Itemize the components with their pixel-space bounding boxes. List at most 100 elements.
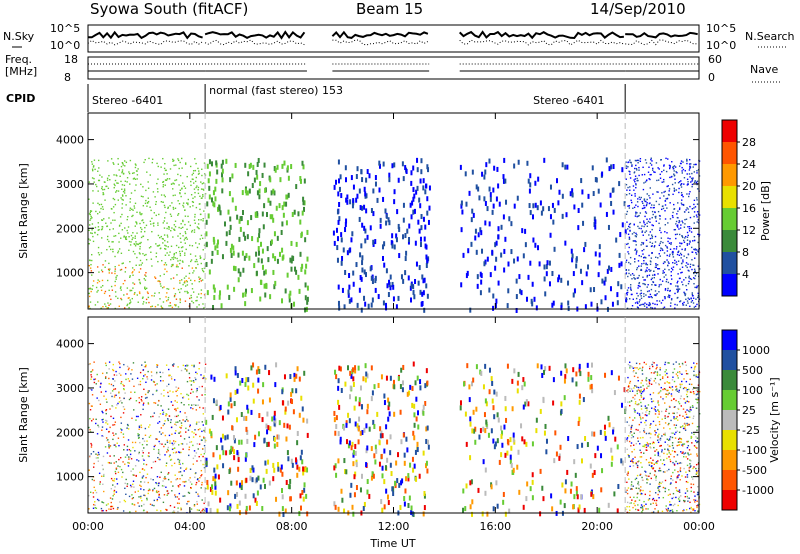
velocity-point	[304, 467, 307, 473]
power-point	[673, 208, 676, 210]
velocity-point	[195, 452, 198, 454]
velocity-point	[666, 453, 668, 455]
power-point	[109, 178, 111, 181]
velocity-point	[102, 418, 104, 421]
power-point	[648, 274, 651, 276]
power-point	[623, 201, 626, 207]
power-point	[687, 297, 689, 299]
power-point	[185, 280, 188, 282]
velocity-point	[628, 456, 630, 458]
power-point	[673, 203, 675, 206]
velocity-point	[337, 399, 340, 405]
power-point	[669, 166, 671, 168]
power-point	[274, 167, 277, 173]
velocity-point	[148, 390, 150, 392]
velocity-point	[236, 503, 239, 509]
velocity-point	[353, 492, 356, 498]
power-point	[252, 164, 255, 170]
velocity-point	[692, 509, 694, 511]
velocity-point	[612, 426, 615, 432]
power-point	[336, 209, 339, 215]
velocity-point	[119, 362, 121, 365]
power-point	[648, 304, 651, 307]
power-point	[364, 228, 367, 234]
power-point	[628, 170, 630, 172]
power-point	[675, 220, 678, 223]
velocity-point	[350, 445, 353, 451]
velocity-point	[695, 436, 697, 438]
velocity-point	[652, 420, 655, 423]
velocity-point	[120, 428, 122, 430]
velocity-point	[135, 415, 138, 418]
velocity-point	[670, 475, 673, 477]
freq-tick-low: 8	[64, 71, 71, 84]
power-point	[678, 219, 680, 222]
power-point	[680, 162, 682, 165]
power-point	[677, 273, 679, 275]
velocity-point	[185, 431, 187, 433]
power-point	[172, 208, 175, 210]
power-point	[238, 218, 241, 224]
power-point	[211, 161, 214, 167]
power-point	[195, 206, 198, 209]
velocity-point	[679, 386, 682, 389]
power-point	[423, 236, 426, 242]
power-point	[392, 284, 395, 290]
velocity-point	[335, 374, 338, 380]
velocity-point	[340, 488, 343, 494]
power-point	[179, 189, 182, 191]
power-point	[140, 241, 142, 244]
power-point	[132, 237, 134, 239]
power-point	[661, 192, 663, 194]
velocity-point	[146, 473, 149, 475]
power-point	[115, 278, 117, 280]
power-point	[360, 243, 363, 249]
velocity-point	[687, 481, 689, 484]
velocity-point	[506, 363, 509, 369]
velocity-point	[199, 476, 201, 479]
power-point	[662, 307, 665, 310]
velocity-point	[118, 458, 120, 461]
velocity-point	[625, 491, 627, 493]
power-point	[404, 270, 407, 276]
power-point	[674, 166, 677, 168]
power-point	[629, 229, 631, 232]
velocity-point	[635, 372, 637, 374]
power-point	[529, 173, 532, 179]
power-point	[225, 158, 228, 164]
power-point	[100, 187, 103, 190]
power-point	[229, 216, 232, 222]
velocity-point	[143, 494, 145, 496]
power-point	[643, 220, 645, 222]
power-point	[374, 239, 377, 245]
power-point	[625, 269, 627, 272]
power-point	[494, 265, 497, 271]
power-point	[129, 209, 131, 211]
n-sky-label: N.Sky	[3, 30, 35, 43]
power-point	[639, 157, 642, 160]
power-point	[167, 246, 169, 248]
velocity-point	[630, 488, 632, 490]
power-point	[100, 286, 102, 288]
velocity-point	[202, 508, 204, 511]
power-point	[592, 191, 595, 197]
velocity-point	[156, 366, 158, 368]
velocity-point	[164, 454, 166, 456]
velocity-point	[413, 412, 416, 418]
power-point	[676, 213, 678, 215]
power-point	[478, 195, 481, 201]
power-point	[665, 157, 667, 160]
velocity-point	[349, 492, 352, 498]
power-point	[637, 260, 640, 262]
velocity-point	[686, 474, 689, 476]
velocity-point	[501, 430, 504, 436]
velocity-point	[197, 478, 199, 480]
velocity-point	[158, 482, 160, 485]
velocity-point	[640, 451, 642, 454]
power-point	[497, 183, 500, 189]
velocity-point	[689, 501, 691, 504]
velocity-point	[245, 377, 248, 383]
power-point	[306, 299, 309, 305]
velocity-point	[281, 389, 284, 395]
velocity-point	[684, 386, 686, 389]
